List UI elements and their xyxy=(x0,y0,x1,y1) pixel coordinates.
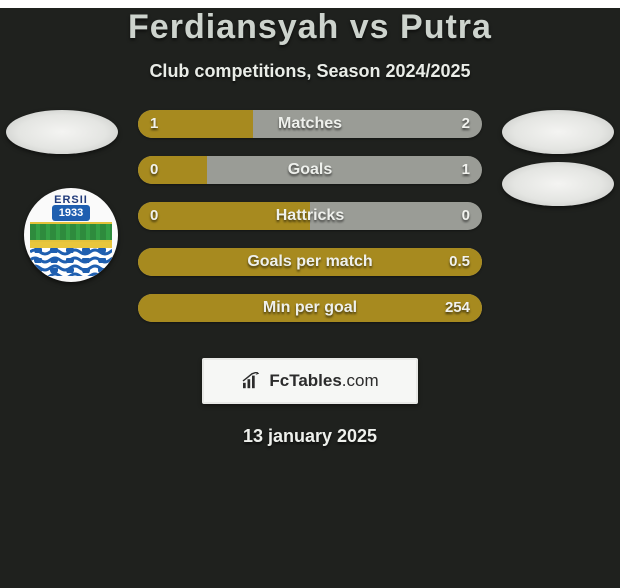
bar-right-value: 0 xyxy=(462,202,470,230)
team-left-crest: ERSII 1933 xyxy=(24,188,118,282)
bar-right-value: 2 xyxy=(462,110,470,138)
brand-name: FcTables xyxy=(269,371,341,390)
crest-green-stripe xyxy=(30,222,112,242)
page-title: Ferdiansyah vs Putra xyxy=(0,8,620,47)
bar-left-value: 0 xyxy=(150,202,158,230)
bar-left-value: 0 xyxy=(150,156,158,184)
team-right-badge-blank-2 xyxy=(502,162,614,206)
brand-text: FcTables.com xyxy=(269,371,378,391)
stat-bar: Min per goal254 xyxy=(138,294,482,322)
content-root: Ferdiansyah vs Putra Club competitions, … xyxy=(0,8,620,588)
crest-waves-icon xyxy=(30,248,112,276)
bar-label: Matches xyxy=(138,110,482,138)
stat-bar: Goals per match0.5 xyxy=(138,248,482,276)
crest-waves xyxy=(30,248,112,276)
stat-bar: Goals0 1 xyxy=(138,156,482,184)
chart-icon xyxy=(241,372,263,390)
brand-badge: FcTables.com xyxy=(202,358,418,404)
bar-label: Goals xyxy=(138,156,482,184)
bar-label: Min per goal xyxy=(138,294,482,322)
team-left-badge-blank xyxy=(6,110,118,154)
bar-right-value: 1 xyxy=(462,156,470,184)
brand-suffix: .com xyxy=(342,371,379,390)
comparison-area: ERSII 1933 Matches12Goals01Hattricks00Go… xyxy=(0,110,620,340)
bar-left-value: 1 xyxy=(150,110,158,138)
stat-bar: Matches1 2 xyxy=(138,110,482,138)
stat-bar: Hattricks0 0 xyxy=(138,202,482,230)
bar-right-value: 0.5 xyxy=(449,248,470,276)
bar-right-value: 254 xyxy=(445,294,470,322)
team-right-badge-blank xyxy=(502,110,614,154)
bar-label: Hattricks xyxy=(138,202,482,230)
date-stamp: 13 january 2025 xyxy=(0,426,620,447)
crest-year: 1933 xyxy=(24,207,118,219)
subtitle: Club competitions, Season 2024/2025 xyxy=(0,61,620,82)
bars-container: Matches12Goals01Hattricks00Goals per mat… xyxy=(138,110,482,340)
bar-label: Goals per match xyxy=(138,248,482,276)
